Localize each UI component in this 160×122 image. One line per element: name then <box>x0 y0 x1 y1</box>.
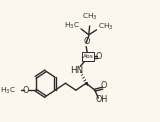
Text: OH: OH <box>96 95 108 104</box>
Text: O: O <box>95 52 101 61</box>
Text: $\mathregular{CH_3}$: $\mathregular{CH_3}$ <box>82 12 97 22</box>
Text: O: O <box>84 37 90 46</box>
Text: •: • <box>85 83 88 88</box>
FancyBboxPatch shape <box>82 52 94 61</box>
Text: Abs: Abs <box>83 54 93 59</box>
Text: O: O <box>100 81 107 90</box>
Text: $\mathregular{CH_3}$: $\mathregular{CH_3}$ <box>98 22 114 32</box>
Text: O: O <box>23 86 29 95</box>
Text: HN: HN <box>70 66 83 75</box>
Text: $\mathregular{H_3C}$: $\mathregular{H_3C}$ <box>64 21 80 31</box>
Text: $\mathregular{H_3C}$: $\mathregular{H_3C}$ <box>0 86 16 96</box>
